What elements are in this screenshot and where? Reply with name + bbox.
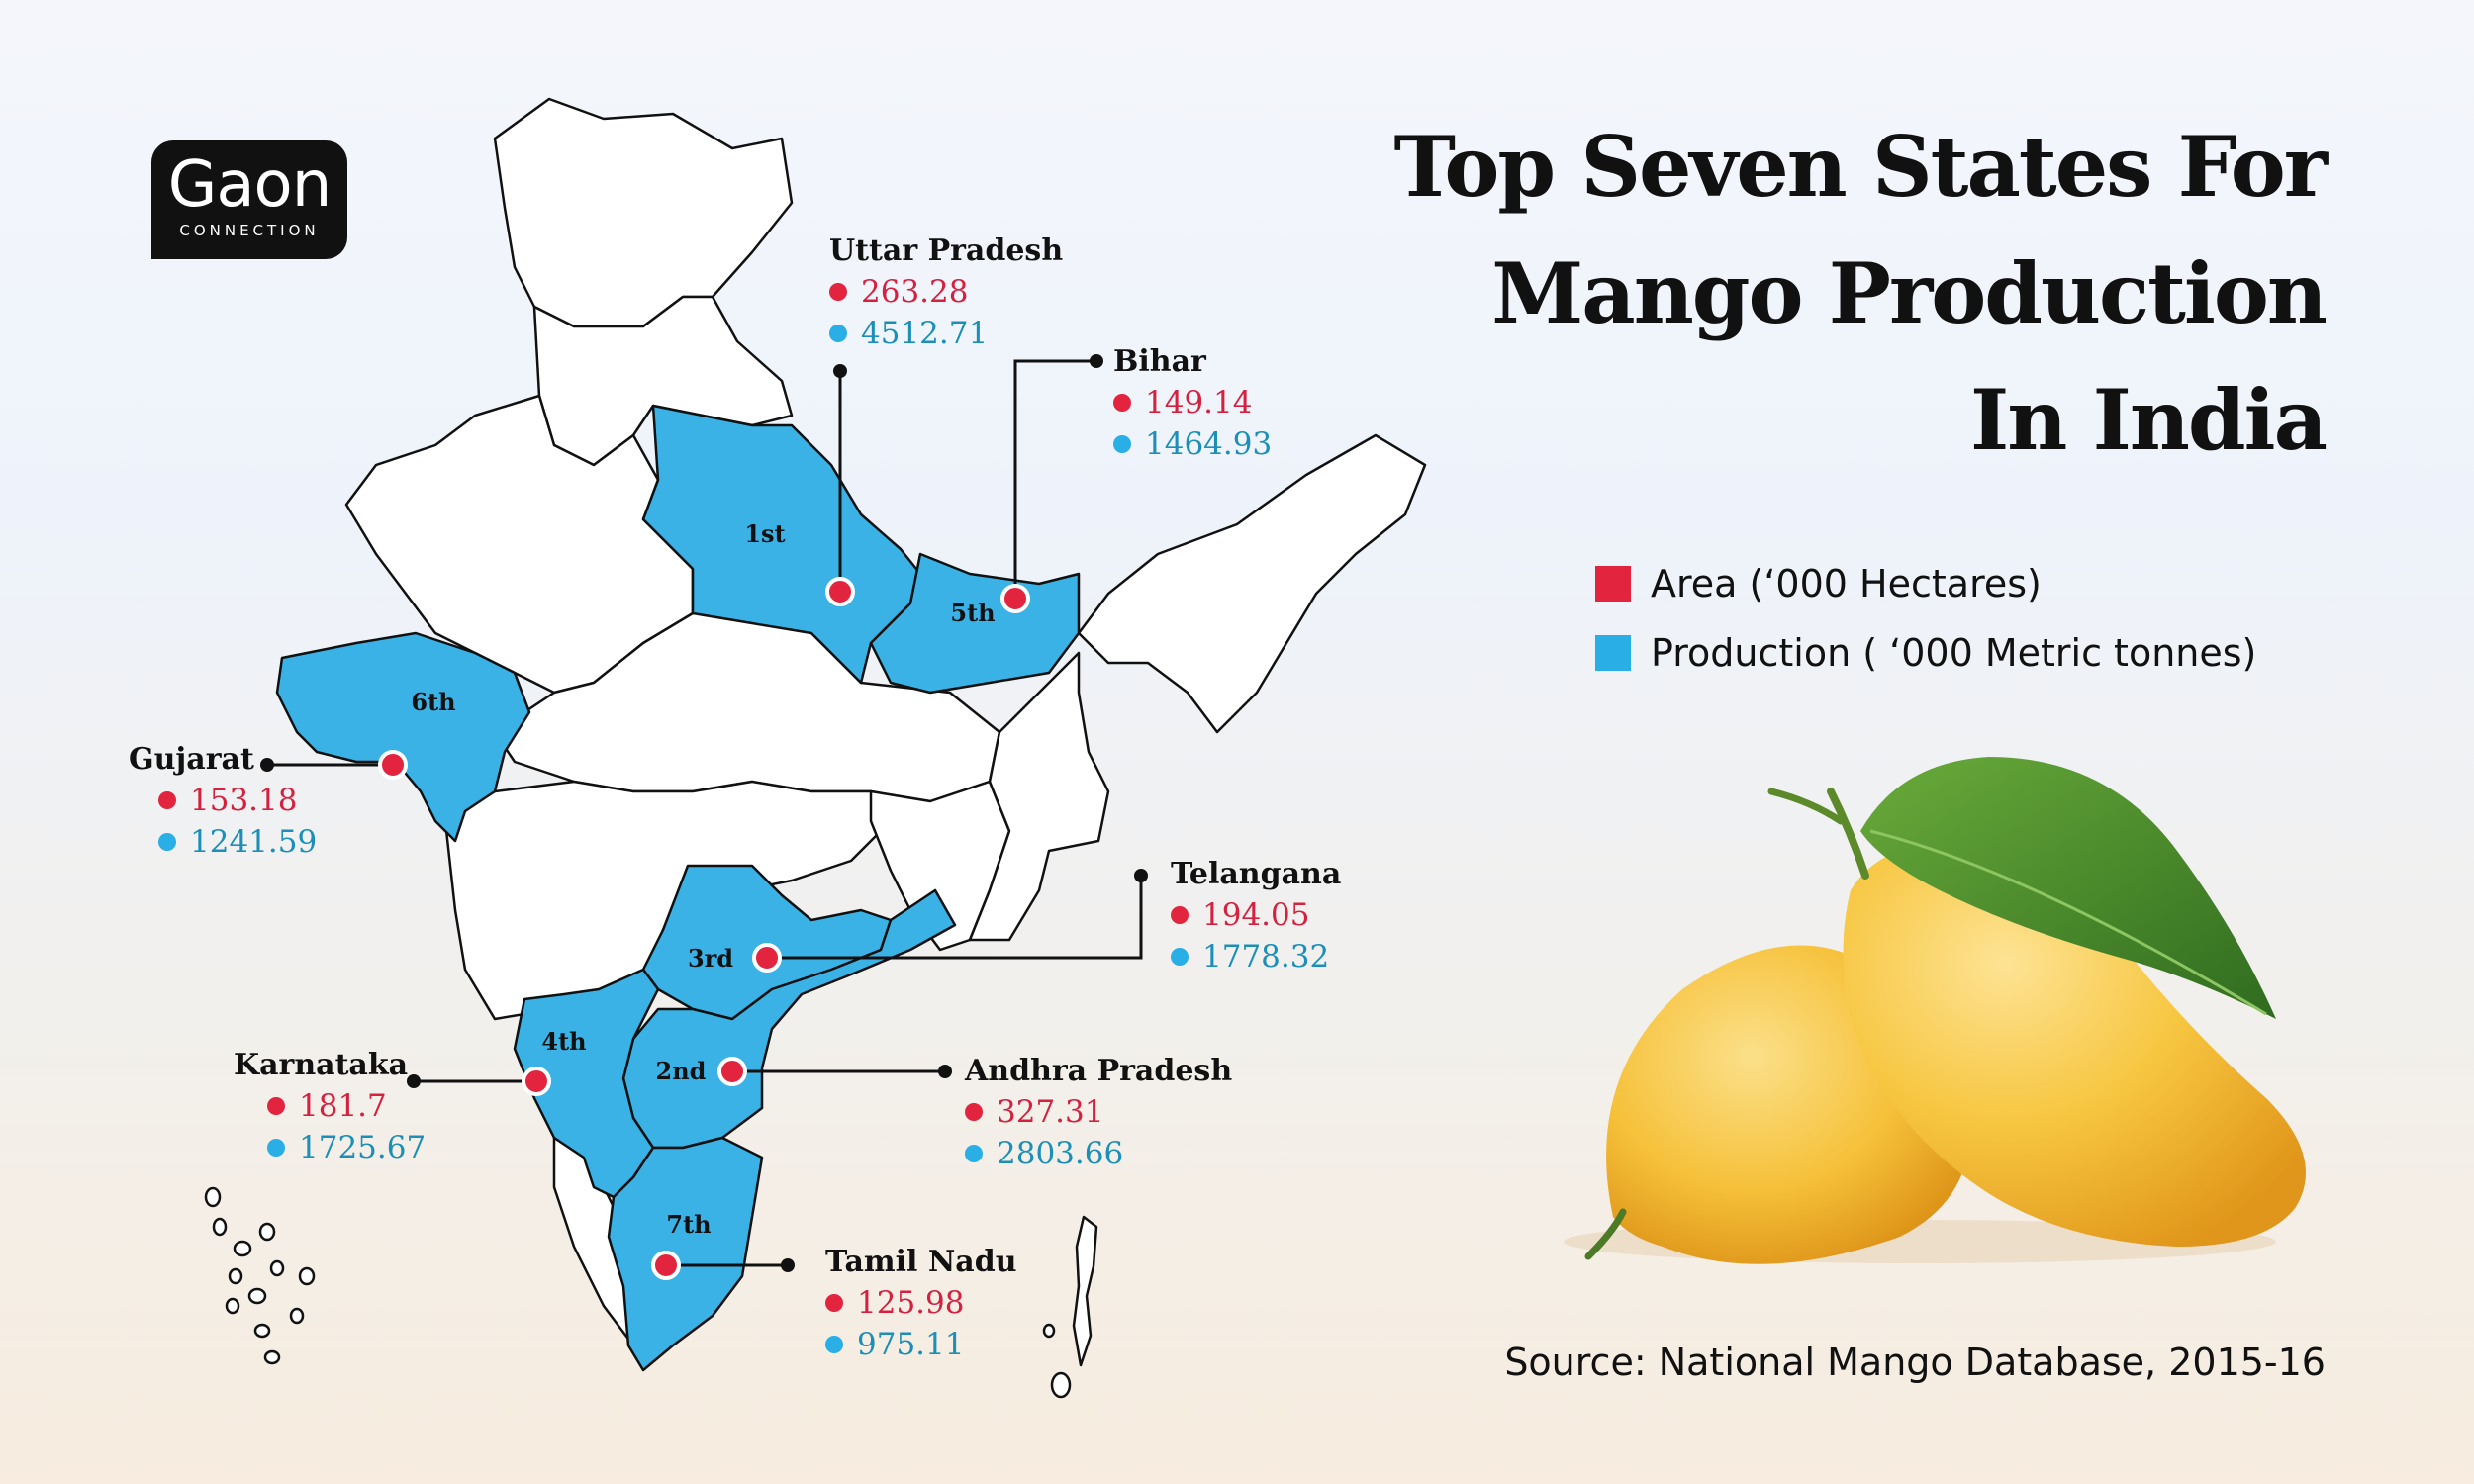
production-value: 2803.66 [997, 1136, 1124, 1171]
rank-label-telangana: 3rd [688, 944, 733, 973]
marker-gujarat [378, 750, 408, 780]
marker-telangana [752, 943, 782, 973]
logo-tagline: CONNECTION [179, 222, 320, 239]
area-value: 125.98 [857, 1285, 965, 1321]
title-line-3: In India [1969, 371, 2328, 469]
area-value: 149.14 [1145, 385, 1253, 420]
area-value: 181.7 [299, 1088, 387, 1124]
production-value: 1778.32 [1202, 939, 1330, 974]
state-label-gujarat: Gujarat 153.18 1241.59 [129, 740, 317, 863]
legend: Area (‘000 Hectares) Production ( ‘000 M… [1595, 549, 2256, 688]
rank-label-bihar: 5th [950, 599, 995, 627]
legend-swatch-production [1595, 635, 1631, 671]
production-value: 1725.67 [299, 1130, 427, 1165]
region-jammu-kashmir [493, 97, 794, 328]
gaon-connection-logo: Gaon CONNECTION [151, 140, 347, 259]
marker-uttar-pradesh [825, 577, 855, 606]
state-name: Telangana [1171, 857, 1342, 891]
production-value: 975.11 [857, 1327, 965, 1362]
source-note: Source: National Mango Database, 2015-16 [1504, 1341, 2326, 1384]
state-gujarat [275, 631, 531, 843]
mango-illustration [1564, 757, 2306, 1264]
state-name: Andhra Pradesh [965, 1054, 1233, 1088]
area-value: 263.28 [861, 274, 969, 310]
rank-label-andhra-pradesh: 2nd [656, 1057, 707, 1085]
page-title: Top Seven States For Mango Production In… [1393, 104, 2328, 484]
state-label-telangana: Telangana 194.05 1778.32 [1171, 855, 1341, 977]
state-name: Tamil Nadu [825, 1245, 1017, 1279]
state-name: Bihar [1113, 344, 1206, 379]
area-value: 327.31 [997, 1094, 1104, 1130]
state-tamil-nadu [607, 1136, 764, 1372]
rank-label-uttar-pradesh: 1st [744, 519, 785, 548]
legend-item-production: Production ( ‘000 Metric tonnes) [1595, 618, 2256, 688]
logo-wordmark: Gaon [167, 148, 333, 222]
state-bihar [869, 552, 1081, 695]
title-line-1: Top Seven States For [1393, 118, 2328, 216]
region-maharashtra [443, 780, 893, 1021]
state-label-andhra-pradesh: Andhra Pradesh 327.31 2803.66 [965, 1052, 1232, 1174]
rank-label-karnataka: 4th [541, 1027, 586, 1056]
region-northeast [1077, 433, 1427, 734]
marker-tamil-nadu [651, 1251, 681, 1280]
state-label-karnataka: Karnataka 181.7 1725.67 [234, 1046, 426, 1168]
state-label-uttar-pradesh: Uttar Pradesh 263.28 4512.71 [829, 232, 1063, 354]
marker-karnataka [522, 1067, 551, 1096]
state-label-tamil-nadu: Tamil Nadu 125.98 975.11 [825, 1243, 1017, 1365]
title-line-2: Mango Production [1491, 244, 2328, 342]
legend-label-production: Production ( ‘000 Metric tonnes) [1651, 631, 2257, 675]
production-value: 1464.93 [1145, 426, 1273, 462]
production-value: 1241.59 [190, 824, 318, 860]
marker-bihar [1000, 584, 1030, 613]
area-value: 194.05 [1202, 897, 1310, 933]
rank-label-tamil-nadu: 7th [666, 1210, 711, 1239]
state-name: Karnataka [234, 1048, 409, 1082]
region-east [968, 651, 1110, 942]
area-value: 153.18 [190, 783, 298, 818]
legend-swatch-area [1595, 566, 1631, 602]
state-label-bihar: Bihar 149.14 1464.93 [1113, 342, 1272, 465]
state-name: Uttar Pradesh [829, 233, 1064, 268]
andaman-islands [1072, 1215, 1098, 1367]
production-value: 4512.71 [861, 316, 989, 351]
rank-label-gujarat: 6th [411, 688, 455, 716]
legend-item-area: Area (‘000 Hectares) [1595, 549, 2256, 618]
leader-line-bihar [1013, 359, 1096, 599]
state-name: Gujarat [129, 742, 254, 777]
legend-label-area: Area (‘000 Hectares) [1651, 562, 2042, 605]
leader-line-telangana [767, 876, 1143, 960]
marker-andhra-pradesh [717, 1057, 747, 1086]
